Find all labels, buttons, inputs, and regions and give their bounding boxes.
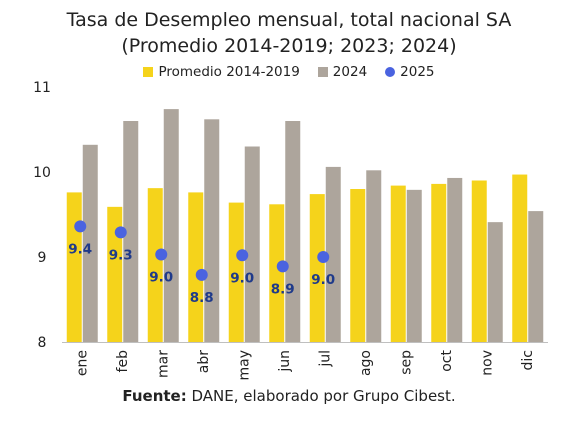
bar-2024: [244, 146, 260, 342]
bar-promedio: [228, 202, 244, 342]
bar-2024: [285, 121, 301, 342]
data-label-2025: 9.0: [230, 270, 254, 286]
legend-label-promedio: Promedio 2014-2019: [158, 64, 300, 80]
bar-2024: [325, 166, 341, 342]
data-label-2025: 8.8: [190, 290, 214, 306]
x-tick-label: mar: [155, 350, 171, 378]
data-label-2025: 9.0: [149, 269, 173, 285]
x-tick-label: oct: [439, 350, 455, 372]
bar-promedio: [390, 185, 406, 342]
x-tick-label: ago: [358, 350, 374, 376]
bar-promedio: [269, 204, 285, 342]
bar-promedio: [512, 174, 528, 342]
bar-promedio: [309, 194, 325, 342]
dot-2025: [155, 248, 168, 261]
x-tick-label: dic: [520, 350, 536, 370]
y-tick-label: 11: [33, 80, 51, 96]
dot-2025: [74, 220, 87, 233]
x-tick-label: abr: [196, 350, 212, 373]
legend-item-promedio: Promedio 2014-2019: [143, 64, 300, 80]
data-label-2025: 9.0: [311, 272, 335, 288]
dot-2025: [114, 226, 127, 239]
source-note: Fuente: DANE, elaborado por Grupo Cibest…: [0, 387, 578, 405]
x-tick-label: may: [236, 350, 252, 381]
x-tick-label: ene: [74, 350, 90, 376]
data-label-2025: 9.4: [68, 241, 92, 257]
chart-legend: Promedio 2014-2019 2024 2025: [0, 64, 578, 80]
x-tick-label: jun: [277, 350, 293, 373]
legend-item-2024: 2024: [317, 64, 368, 80]
bar-2024: [406, 189, 422, 342]
x-tick-label: sep: [398, 350, 414, 375]
dot-2025: [236, 249, 249, 262]
legend-swatch-promedio: [143, 67, 154, 77]
legend-swatch-2025: [385, 67, 396, 77]
legend-label-2025: 2025: [400, 64, 435, 80]
dot-2025: [195, 268, 208, 281]
bar-promedio: [107, 206, 123, 342]
chart-title: Tasa de Desempleo mensual, total naciona…: [66, 9, 512, 31]
dot-2025: [317, 251, 330, 263]
bar-2024: [123, 121, 139, 342]
x-tick-label: jul: [317, 350, 333, 368]
x-tick-label: feb: [115, 350, 131, 373]
bar-promedio: [188, 192, 204, 342]
source-label: Fuente:: [122, 387, 187, 405]
source-text: DANE, elaborado por Grupo Cibest.: [191, 387, 456, 405]
bar-2024: [204, 119, 220, 342]
dot-2025: [276, 260, 289, 273]
bar-2024: [163, 109, 179, 342]
y-tick-label: 10: [33, 165, 51, 181]
data-label-2025: 9.3: [109, 247, 133, 263]
bar-promedio: [66, 192, 82, 342]
x-tick-label: nov: [479, 350, 495, 376]
bar-2024: [366, 170, 382, 342]
bar-promedio: [471, 180, 487, 342]
y-tick-label: 9: [38, 250, 47, 266]
legend-swatch-2024: [317, 67, 328, 77]
data-label-2025: 8.9: [271, 281, 295, 297]
bar-2024: [487, 222, 503, 342]
bar-2024: [447, 177, 463, 342]
legend-item-2025: 2025: [385, 64, 435, 80]
bar-2024: [528, 211, 544, 342]
bar-promedio: [147, 188, 163, 342]
bar-promedio: [431, 183, 447, 342]
bar-promedio: [350, 189, 366, 342]
legend-label-2024: 2024: [332, 64, 368, 80]
y-tick-label: 8: [38, 335, 47, 351]
chart-subtitle: (Promedio 2014-2019; 2023; 2024): [121, 35, 457, 57]
bar-2024: [82, 144, 98, 342]
